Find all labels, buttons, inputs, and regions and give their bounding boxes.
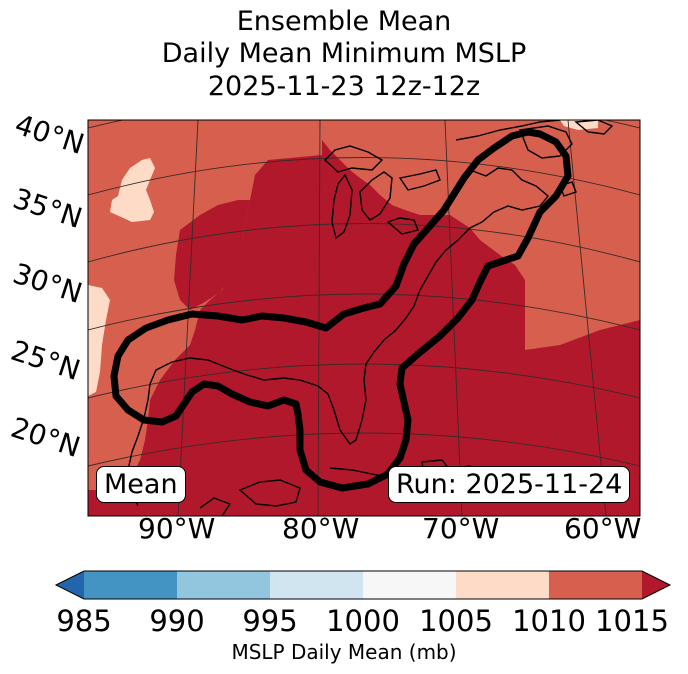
cbar-bin-1010-1015 [549, 571, 642, 599]
cbar-outline [54, 570, 672, 600]
lon-label-70w: 70°W [422, 512, 500, 545]
cbar-tick-995: 995 [242, 604, 298, 638]
cbar-extend-low [56, 571, 84, 599]
cbar-bin-1000-1005 [363, 571, 456, 599]
lon-label-90w: 90°W [138, 512, 216, 545]
colorbar [54, 570, 672, 600]
run-label-box: Run: 2025-11-24 [388, 466, 631, 503]
cbar-bin-995-1000 [270, 571, 363, 599]
cbar-bin-1005-1010 [456, 571, 549, 599]
field-1005-1010-plains [110, 158, 155, 222]
lon-label-80w: 80°W [282, 512, 360, 545]
cbar-bin-985-990 [84, 571, 177, 599]
map-title-line2: Daily Mean Minimum MSLP [161, 38, 527, 69]
mean-label-box: Mean [96, 466, 186, 503]
cbar-tick-1005: 1005 [419, 604, 493, 638]
map-frame [87, 119, 641, 517]
map-title-line1: Ensemble Mean [236, 6, 452, 37]
field-1015-plus [88, 120, 640, 516]
colorbar-label: MSLP Daily Mean (mb) [231, 640, 457, 664]
map-title-line3: 2025-11-23 12z-12z [207, 71, 481, 102]
cbar-tick-985: 985 [56, 604, 112, 638]
cbar-tick-990: 990 [149, 604, 205, 638]
cbar-tick-1010: 1010 [512, 604, 586, 638]
cbar-tick-1000: 1000 [326, 604, 400, 638]
field-1005-1010-mexico [88, 285, 110, 396]
cbar-extend-high [642, 571, 670, 599]
lon-label-60w: 60°W [564, 512, 642, 545]
cbar-bin-990-995 [177, 571, 270, 599]
mean-contour [110, 128, 572, 492]
pressure-field [88, 120, 640, 516]
cbar-tick-1015: 1015 [595, 604, 669, 638]
